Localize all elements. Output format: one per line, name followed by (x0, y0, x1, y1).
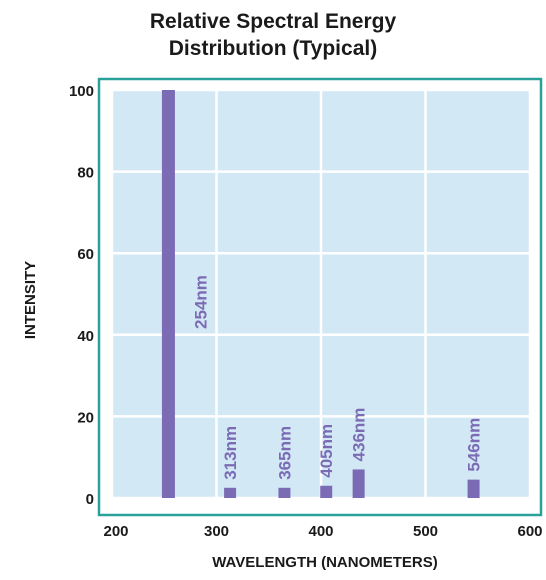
y-tick-label-0: 0 (86, 491, 94, 508)
y-axis-label: INTENSITY (22, 261, 39, 339)
x-tick-label-0: 200 (103, 523, 128, 540)
bar-label-0: 254nm (191, 275, 210, 329)
y-tick-labels: 0 20 40 60 80 100 (69, 83, 94, 508)
chart-title-line-2: Distribution (Typical) (168, 37, 378, 60)
chart-title-line-1: Relative Spectral Energy (149, 10, 397, 33)
bar-3 (320, 485, 333, 498)
bar-4 (352, 469, 365, 498)
bar-label-2: 365nm (275, 426, 294, 480)
bar-label-5: 546nm (465, 418, 484, 472)
x-tick-label-1: 300 (204, 523, 229, 540)
x-tick-labels: 200 300 400 500 600 (103, 523, 542, 540)
x-axis-label: WAVELENGTH (NANOMETERS) (212, 554, 438, 571)
y-tick-label-4: 80 (77, 165, 94, 182)
y-tick-label-5: 100 (69, 83, 94, 100)
bar-1 (224, 487, 237, 498)
bar-2 (278, 487, 291, 498)
x-tick-label-4: 600 (517, 523, 542, 540)
bars (161, 90, 480, 498)
bar-5 (467, 479, 480, 498)
bar-label-3: 405nm (317, 424, 336, 478)
x-tick-label-3: 500 (413, 523, 438, 540)
y-tick-label-1: 20 (77, 409, 94, 426)
bar-label-4: 436nm (350, 408, 369, 462)
bar-0 (161, 90, 175, 498)
bar-label-1: 313nm (221, 426, 240, 480)
chart-title: Relative Spectral Energy Distribution (T… (0, 8, 546, 62)
y-tick-label-3: 60 (77, 246, 94, 263)
x-tick-label-2: 400 (308, 523, 333, 540)
y-tick-label-2: 40 (77, 328, 94, 345)
bar-labels: 254nm 313nm 365nm 405nm 436nm 546nm (191, 275, 483, 480)
